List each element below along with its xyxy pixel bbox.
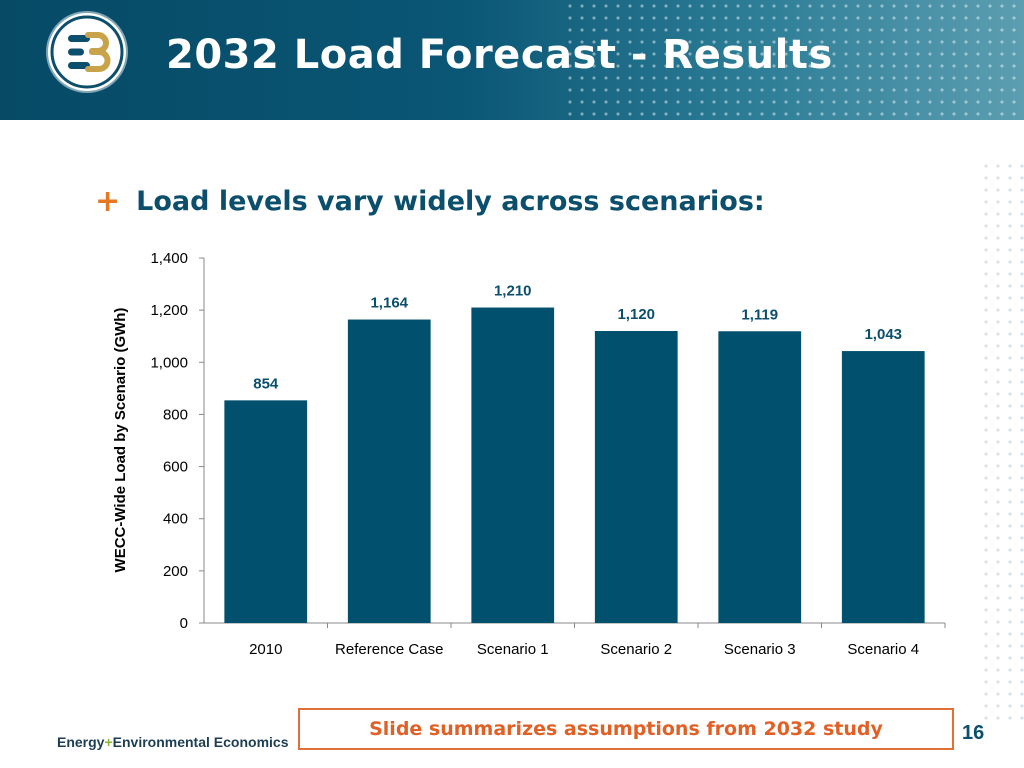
bar-3 [471,307,555,623]
x-tick-label: Scenario 4 [847,641,919,658]
y-tick-label: 1,000 [150,354,188,371]
summary-note-box: Slide summarizes assumptions from 2032 s… [298,708,954,750]
summary-note-text: Slide summarizes assumptions from 2032 s… [369,718,883,740]
y-tick-label: 400 [163,511,188,528]
bar-1 [224,400,308,623]
y-tick-label: 800 [163,406,188,423]
y-tick-label: 600 [163,459,188,476]
bar-4 [594,331,678,623]
bullet-text: Load levels vary widely across scenarios… [136,186,765,217]
footer-brand-right: Environmental Economics [112,734,289,750]
data-label: 1,119 [741,306,778,323]
y-tick-label: 1,200 [150,302,188,319]
bar-5 [718,331,802,623]
e3-logo-graphic [50,15,124,89]
bar-chart: 0 200 400 600 800 1,000 1,200 1,400 854 2010 1,164… [150,250,946,658]
y-tick-label: 1,400 [150,250,188,267]
x-tick-label: Scenario 1 [477,641,549,658]
y-tick-label: 200 [163,563,188,580]
bar-2 [347,319,431,623]
banner-dot-pattern [564,0,1024,120]
x-tick-label: Scenario 2 [600,641,672,658]
bar-6 [841,351,925,623]
x-tick-label: Reference Case [335,641,443,658]
data-label: 1,164 [370,295,408,312]
page-number: 16 [962,722,985,744]
title-banner: 2032 Load Forecast - Results [0,0,1024,120]
x-tick-label: Scenario 3 [724,641,796,658]
plus-bullet-icon: + [95,183,121,219]
footer-brand-plus: + [104,734,113,750]
footer-brand-left: Energy [57,734,105,750]
data-label: 1,210 [494,283,532,300]
bullet-point: + Load levels vary widely across scenari… [95,186,765,217]
y-axis-label: WECC-Wide Load by Scenario (GWh) [112,307,129,573]
side-dot-pattern [980,160,1024,720]
footer-brand-logo: Energy+Environmental Economics [57,734,288,750]
page-title: 2032 Load Forecast - Results [166,32,833,78]
y-tick-label: 0 [180,615,188,632]
e3-logo-icon [48,13,126,91]
data-label: 1,043 [864,326,902,343]
data-label: 1,120 [617,306,655,323]
data-label: 854 [253,375,279,392]
x-tick-label: 2010 [249,641,282,658]
